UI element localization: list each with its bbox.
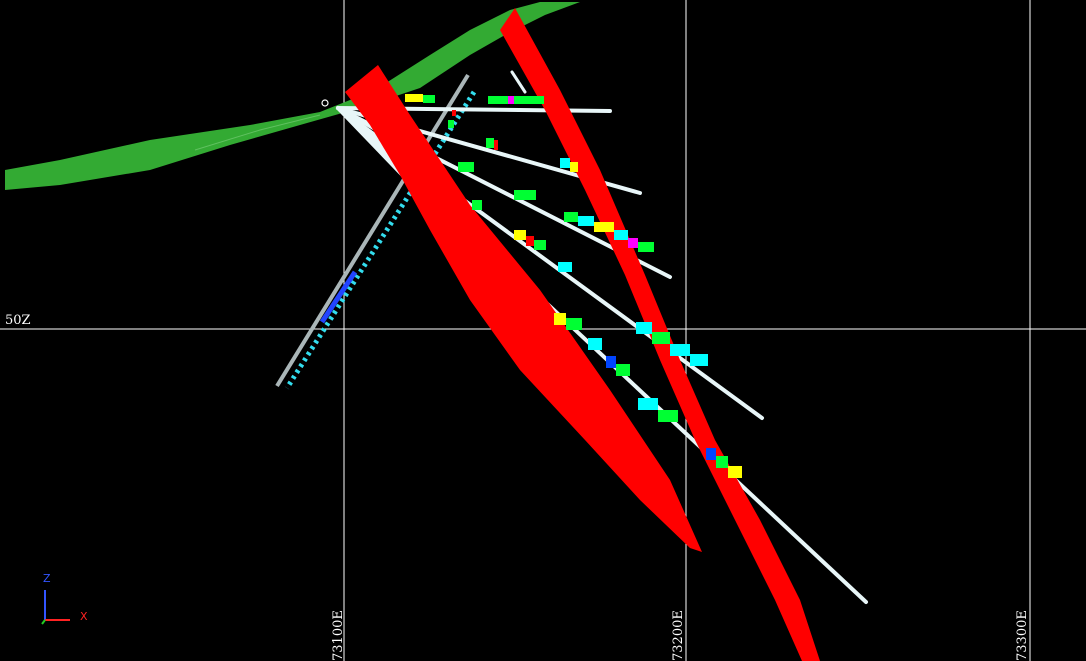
axes-triad — [41, 590, 70, 625]
drillhole-steep — [275, 73, 477, 390]
elevation-label: 50Z — [5, 313, 31, 328]
easting-label-73300e: 73300E — [1015, 610, 1030, 661]
assay-intervals — [405, 94, 742, 478]
y-axis-line — [41, 619, 46, 625]
easting-label-73100e: 73100E — [331, 610, 346, 661]
easting-label-73200e: 73200E — [671, 610, 686, 661]
z-axis-label: Z — [43, 572, 51, 585]
topography-surface — [5, 2, 580, 190]
x-axis-label: X — [80, 610, 88, 623]
fault-plane-1 — [345, 65, 702, 552]
topography-highlight — [194, 114, 321, 151]
collar-marker — [321, 99, 329, 107]
